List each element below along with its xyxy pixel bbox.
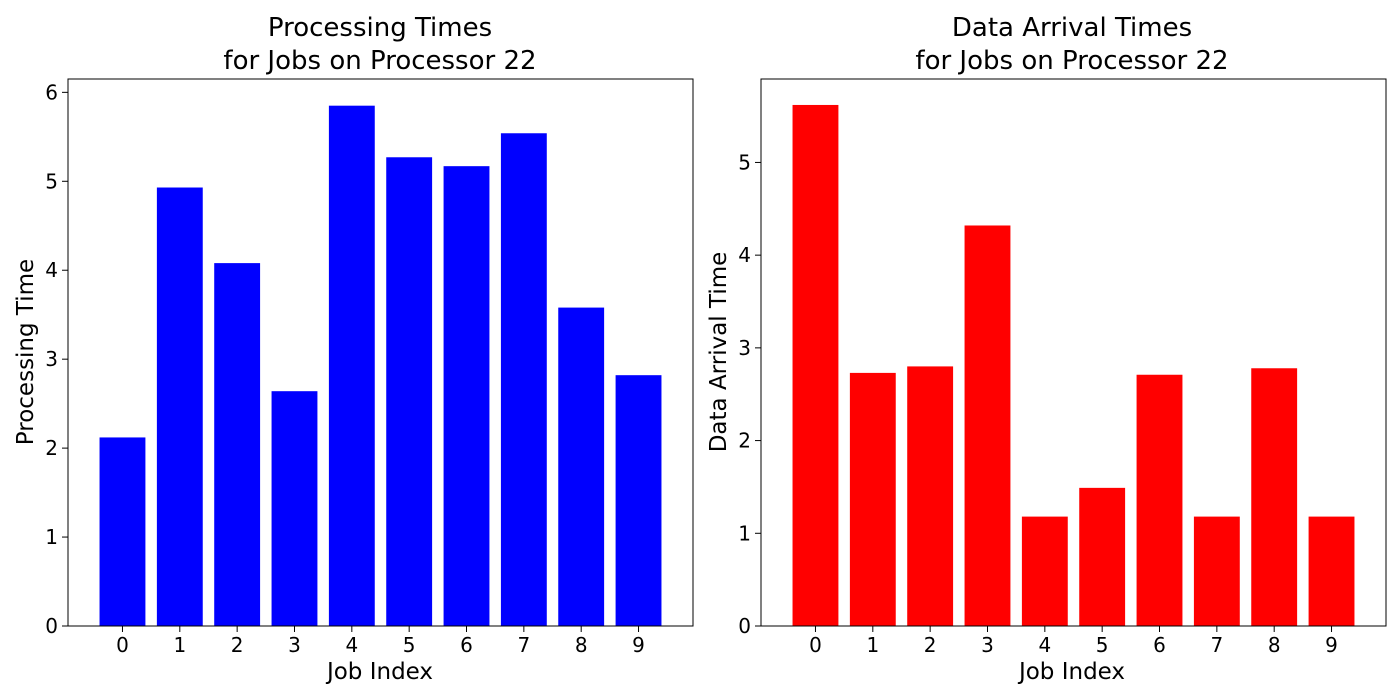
- x-axis-ticks: 0 1 2 3 4 5 6 7 8 9: [116, 626, 645, 657]
- x-tick-label: 2: [231, 633, 244, 657]
- bar: [1193, 516, 1240, 626]
- bar: [386, 157, 433, 627]
- chart-title-line-2: for Jobs on Processor 22: [915, 46, 1228, 76]
- y-tick-label: 4: [45, 258, 58, 282]
- x-tick-label: 9: [1325, 633, 1338, 657]
- x-tick-label: 7: [517, 633, 530, 657]
- y-tick-label: 2: [45, 436, 58, 460]
- plot-frame: [67, 78, 694, 627]
- x-tick-label: 2: [924, 633, 937, 657]
- y-tick-label: 3: [45, 347, 58, 371]
- y-tick-label: 2: [738, 429, 751, 453]
- x-tick-label: 8: [575, 633, 588, 657]
- x-tick-label: 7: [1210, 633, 1223, 657]
- bar: [156, 187, 203, 627]
- y-tick-label: 5: [738, 150, 751, 174]
- bar: [99, 437, 146, 626]
- x-tick-label: 5: [403, 633, 416, 657]
- bar: [328, 105, 375, 627]
- x-tick-label: 9: [632, 633, 645, 657]
- y-tick-label: 0: [45, 614, 58, 638]
- chart-title-line-1: Data Arrival Times: [952, 13, 1192, 43]
- x-tick-label: 3: [981, 633, 994, 657]
- y-axis-ticks: 0 1 2 3 4 5: [738, 150, 761, 638]
- bar: [1021, 516, 1068, 626]
- y-tick-label: 4: [738, 243, 751, 267]
- bar-series: [99, 105, 662, 627]
- x-tick-label: 4: [1038, 633, 1051, 657]
- y-axis-label: Data Arrival Time: [706, 252, 732, 453]
- x-tick-label: 0: [809, 633, 822, 657]
- bar: [1079, 487, 1126, 626]
- bar: [792, 104, 839, 626]
- chart-title-line-2: for Jobs on Processor 22: [223, 46, 536, 76]
- bar: [558, 307, 605, 626]
- bar: [907, 366, 954, 626]
- x-tick-label: 1: [866, 633, 879, 657]
- bar: [1251, 368, 1298, 626]
- y-tick-label: 6: [45, 80, 58, 104]
- x-tick-label: 5: [1096, 633, 1109, 657]
- y-axis-ticks: 0 1 2 3 4 5 6: [45, 80, 68, 638]
- x-axis-label: Job Index: [325, 659, 433, 685]
- x-tick-label: 8: [1268, 633, 1281, 657]
- y-axis-label: Processing Time: [13, 259, 39, 445]
- bar: [615, 375, 662, 626]
- x-tick-label: 3: [288, 633, 301, 657]
- x-tick-label: 0: [116, 633, 129, 657]
- chart-title-line-1: Processing Times: [268, 13, 492, 43]
- x-tick-label: 1: [173, 633, 186, 657]
- chart-processing-times: Processing Times for Jobs on Processor 2…: [13, 13, 694, 685]
- y-tick-label: 0: [738, 614, 751, 638]
- x-tick-label: 6: [1153, 633, 1166, 657]
- y-tick-label: 5: [45, 169, 58, 193]
- bar: [1308, 516, 1355, 626]
- bar: [443, 166, 490, 626]
- bar: [271, 391, 318, 626]
- bar: [964, 225, 1011, 626]
- x-axis-ticks: 0 1 2 3 4 5 6 7 8 9: [809, 626, 1338, 657]
- bar-series: [792, 104, 1355, 626]
- x-axis-label: Job Index: [1017, 659, 1125, 685]
- bar: [500, 133, 547, 626]
- chart-data-arrival-times: Data Arrival Times for Jobs on Processor…: [706, 13, 1387, 685]
- plot-frame: [760, 78, 1387, 627]
- bar: [1136, 374, 1183, 626]
- y-tick-label: 3: [738, 336, 751, 360]
- y-tick-label: 1: [738, 521, 751, 545]
- x-tick-label: 6: [460, 633, 473, 657]
- x-tick-label: 4: [345, 633, 358, 657]
- bar: [849, 372, 896, 626]
- bar: [214, 263, 261, 626]
- y-tick-label: 1: [45, 525, 58, 549]
